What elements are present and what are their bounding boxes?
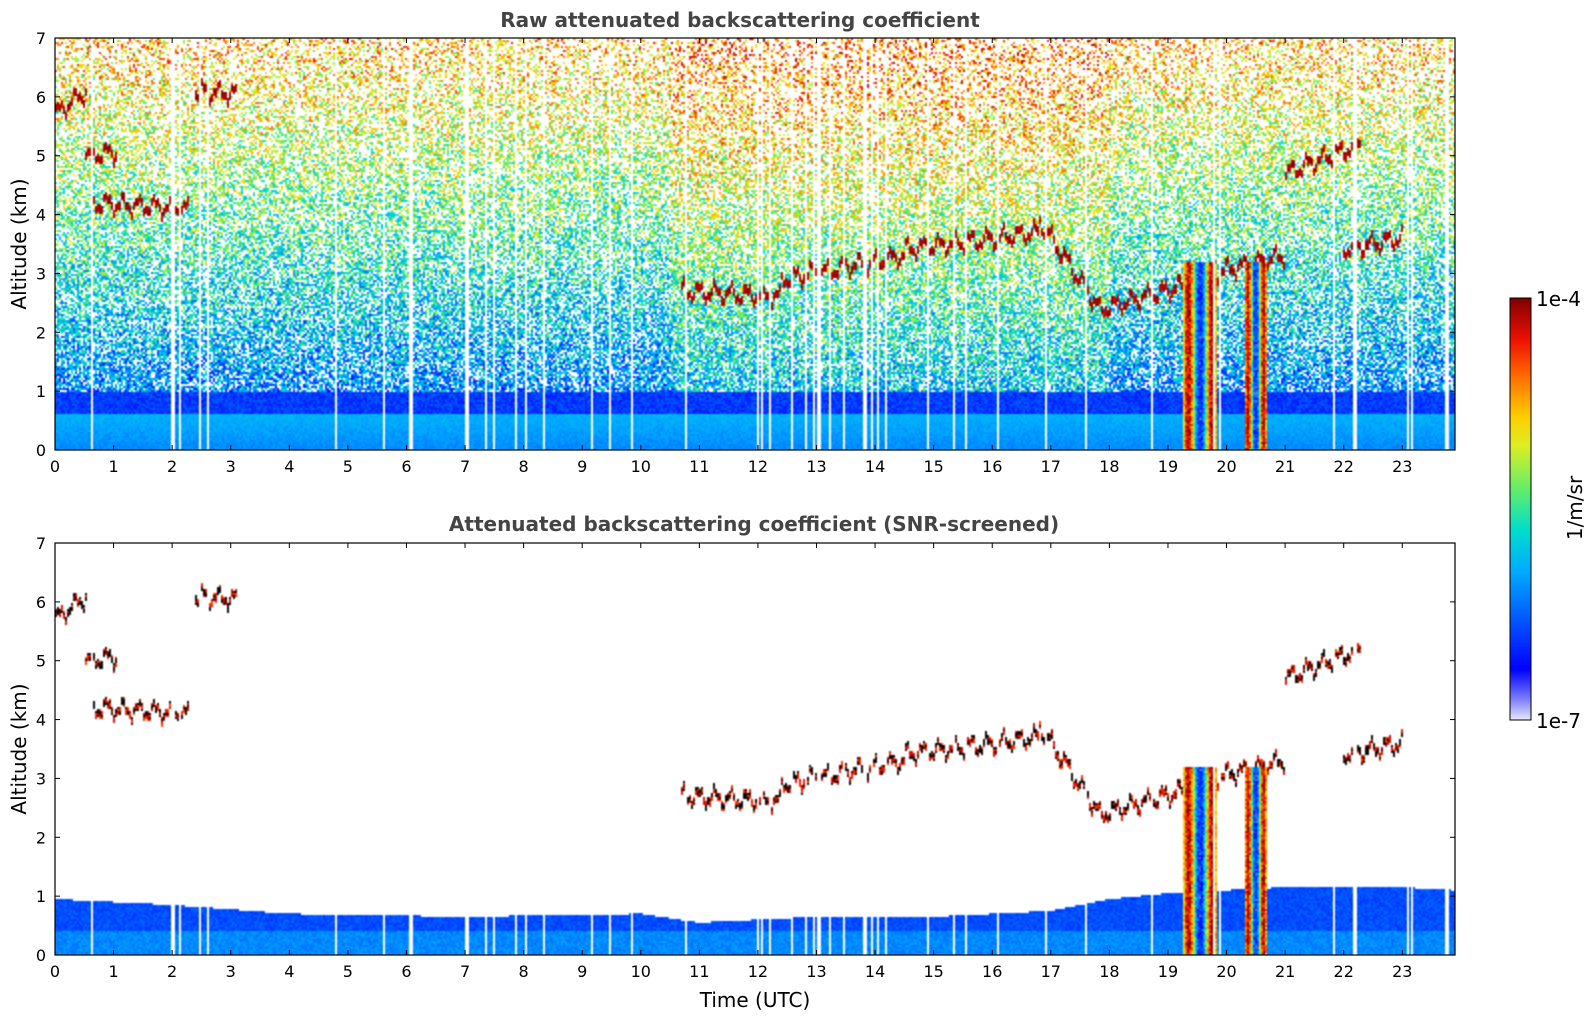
raw-y-tick-label: 6: [36, 88, 46, 107]
colorbar: 1e-4 1e-7 1/m/sr: [1509, 287, 1587, 733]
screened-x-tick-label: 3: [226, 962, 236, 981]
raw-backscatter-heatmap: [55, 38, 1455, 450]
screened-x-tick-label: 20: [1216, 962, 1236, 981]
raw-x-tick-label: 7: [460, 457, 470, 476]
colorbar-max-label: 1e-4: [1536, 287, 1581, 311]
screened-x-tick-label: 10: [631, 962, 651, 981]
raw-x-tick-label: 12: [748, 457, 768, 476]
raw-x-tick-label: 10: [631, 457, 651, 476]
raw-y-tick-label: 3: [36, 264, 46, 283]
screened-x-tick-label: 2: [167, 962, 177, 981]
raw-x-tick-label: 15: [923, 457, 943, 476]
raw-x-tick-label: 22: [1334, 457, 1354, 476]
screened-x-tick-label: 5: [343, 962, 353, 981]
raw-x-tick-label: 6: [401, 457, 411, 476]
raw-x-tick-label: 3: [226, 457, 236, 476]
screened-x-tick-label: 17: [1041, 962, 1061, 981]
raw-x-tick-label: 16: [982, 457, 1002, 476]
screened-y-tick-label: 2: [36, 828, 46, 847]
colorbar-min-label: 1e-7: [1536, 709, 1581, 733]
raw-x-tick-label: 21: [1275, 457, 1295, 476]
colorbar-gradient: [1509, 297, 1532, 721]
raw-x-ticks: 0 1 2 3 4 5 6 7 8 9 10 11 12 13 14 15 16 17 18 19 20 21 22 23: [50, 38, 1412, 476]
raw-x-tick-label: 19: [1158, 457, 1178, 476]
screened-x-tick-label: 1: [108, 962, 118, 981]
raw-y-tick-label: 0: [36, 441, 46, 460]
raw-x-tick-label: 0: [50, 457, 60, 476]
screened-x-tick-label: 23: [1392, 962, 1412, 981]
raw-x-tick-label: 13: [806, 457, 826, 476]
raw-y-axis-label: Altitude (km): [7, 178, 31, 309]
raw-x-tick-label: 8: [519, 457, 529, 476]
raw-x-tick-label: 9: [577, 457, 587, 476]
raw-x-tick-label: 4: [284, 457, 294, 476]
screened-x-tick-label: 19: [1158, 962, 1178, 981]
raw-x-tick-label: 2: [167, 457, 177, 476]
screened-backscatter-heatmap: [55, 543, 1455, 955]
raw-x-tick-label: 17: [1041, 457, 1061, 476]
raw-plot-frame: [54, 37, 1456, 451]
raw-y-tick-label: 5: [36, 147, 46, 166]
screened-x-ticks: 0 1 2 3 4 5 6 7 8 9 10 11 12 13 14 15 16 17 18 19 20 21 22 23: [50, 543, 1412, 981]
raw-y-tick-label: 4: [36, 206, 46, 225]
screened-y-tick-label: 4: [36, 711, 46, 730]
x-axis-label: Time (UTC): [699, 988, 811, 1012]
raw-panel-title: Raw attenuated backscattering coefficien…: [500, 8, 980, 32]
screened-panel-title: Attenuated backscattering coefficient (S…: [449, 512, 1059, 536]
screened-x-tick-label: 12: [748, 962, 768, 981]
screened-y-tick-label: 1: [36, 887, 46, 906]
raw-y-ticks: 0 1 2 3 4 5 6 7: [36, 29, 1455, 460]
raw-x-tick-label: 1: [108, 457, 118, 476]
screened-y-tick-label: 3: [36, 769, 46, 788]
screened-y-ticks: 0 1 2 3 4 5 6 7: [36, 534, 1455, 965]
raw-x-tick-label: 23: [1392, 457, 1412, 476]
screened-x-tick-label: 18: [1099, 962, 1119, 981]
raw-y-tick-label: 7: [36, 29, 46, 48]
screened-x-tick-label: 21: [1275, 962, 1295, 981]
screened-x-tick-label: 15: [923, 962, 943, 981]
screened-x-tick-label: 14: [865, 962, 885, 981]
screened-x-tick-label: 13: [806, 962, 826, 981]
screened-x-tick-label: 7: [460, 962, 470, 981]
raw-x-tick-label: 5: [343, 457, 353, 476]
screened-plot-frame: [54, 542, 1456, 956]
screened-x-tick-label: 22: [1334, 962, 1354, 981]
screened-y-tick-label: 6: [36, 593, 46, 612]
snr-screened-panel: Attenuated backscattering coefficient (S…: [7, 512, 1456, 1012]
screened-y-tick-label: 7: [36, 534, 46, 553]
raw-x-tick-label: 14: [865, 457, 885, 476]
raw-y-tick-label: 1: [36, 382, 46, 401]
screened-x-tick-label: 6: [401, 962, 411, 981]
screened-y-axis-label: Altitude (km): [7, 683, 31, 814]
screened-x-tick-label: 16: [982, 962, 1002, 981]
screened-x-tick-label: 9: [577, 962, 587, 981]
screened-x-tick-label: 8: [519, 962, 529, 981]
screened-y-tick-label: 5: [36, 652, 46, 671]
screened-y-tick-label: 0: [36, 946, 46, 965]
screened-x-tick-label: 4: [284, 962, 294, 981]
screened-x-tick-label: 0: [50, 962, 60, 981]
screened-x-tick-label: 11: [689, 962, 709, 981]
raw-x-tick-label: 18: [1099, 457, 1119, 476]
raw-backscatter-panel: Raw attenuated backscattering coefficien…: [7, 8, 1456, 476]
colorbar-unit-label: 1/m/sr: [1563, 475, 1587, 540]
raw-x-tick-label: 20: [1216, 457, 1236, 476]
raw-y-tick-label: 2: [36, 323, 46, 342]
raw-x-tick-label: 11: [689, 457, 709, 476]
